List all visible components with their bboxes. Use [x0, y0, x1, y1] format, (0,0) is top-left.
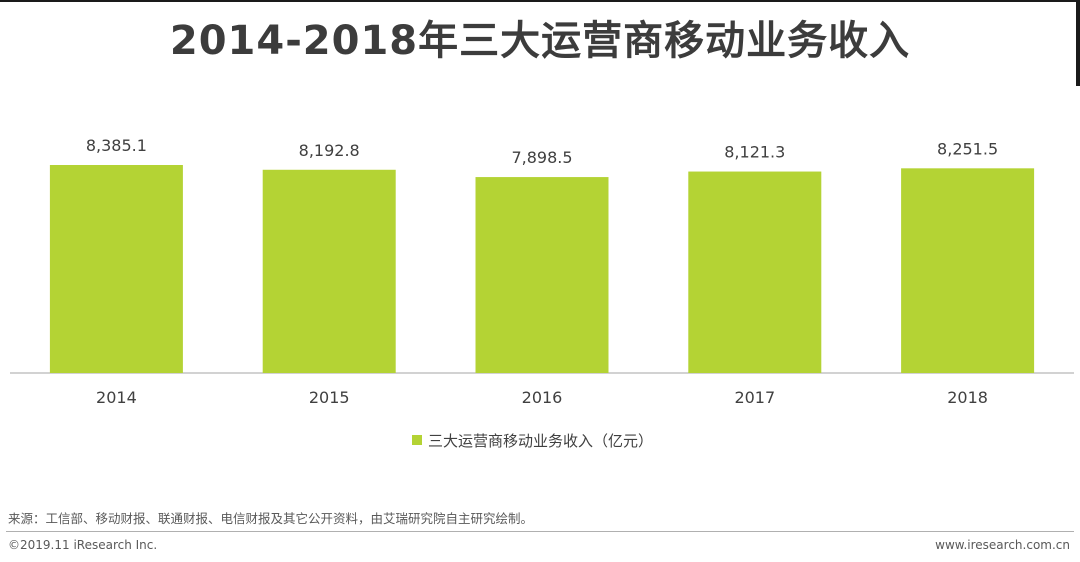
website-link[interactable]: www.iresearch.com.cn: [935, 538, 1070, 552]
bar-chart: 8,385.1 2014 8,192.8 2015 7,898.5 2016 8,121.3…: [10, 136, 1074, 407]
x-tick-label-2017: 2017: [734, 388, 775, 407]
legend: 三大运营商移动业务收入（亿元）: [412, 430, 653, 450]
bar-2015: [262, 169, 396, 373]
data-label-2015: 8,192.8: [299, 141, 360, 160]
copyright: ©2019.11 iResearch Inc.: [8, 538, 158, 552]
right-border-accent: [1076, 0, 1080, 86]
x-tick-label-2014: 2014: [96, 388, 137, 407]
top-border: [0, 0, 1080, 2]
bar-2014: [49, 165, 183, 373]
bar-2018: [901, 168, 1035, 373]
source-note: 来源：工信部、移动财报、联通财报、电信财报及其它公开资料，由艾瑞研究院自主研究绘…: [8, 511, 534, 526]
legend-swatch: [412, 435, 422, 445]
legend-label: 三大运营商移动业务收入（亿元）: [428, 431, 654, 450]
data-label-2018: 8,251.5: [937, 139, 998, 158]
bar-2017: [688, 171, 822, 373]
data-label-2017: 8,121.3: [724, 143, 785, 162]
source-divider: [6, 531, 1074, 532]
data-label-2014: 8,385.1: [86, 136, 147, 155]
chart-title: 2014-2018年三大运营商移动业务收入: [169, 18, 911, 64]
x-tick-label-2016: 2016: [522, 388, 563, 407]
bar-2016: [475, 177, 609, 373]
x-tick-label-2018: 2018: [947, 388, 988, 407]
x-tick-label-2015: 2015: [309, 388, 350, 407]
data-label-2016: 7,898.5: [511, 148, 572, 167]
